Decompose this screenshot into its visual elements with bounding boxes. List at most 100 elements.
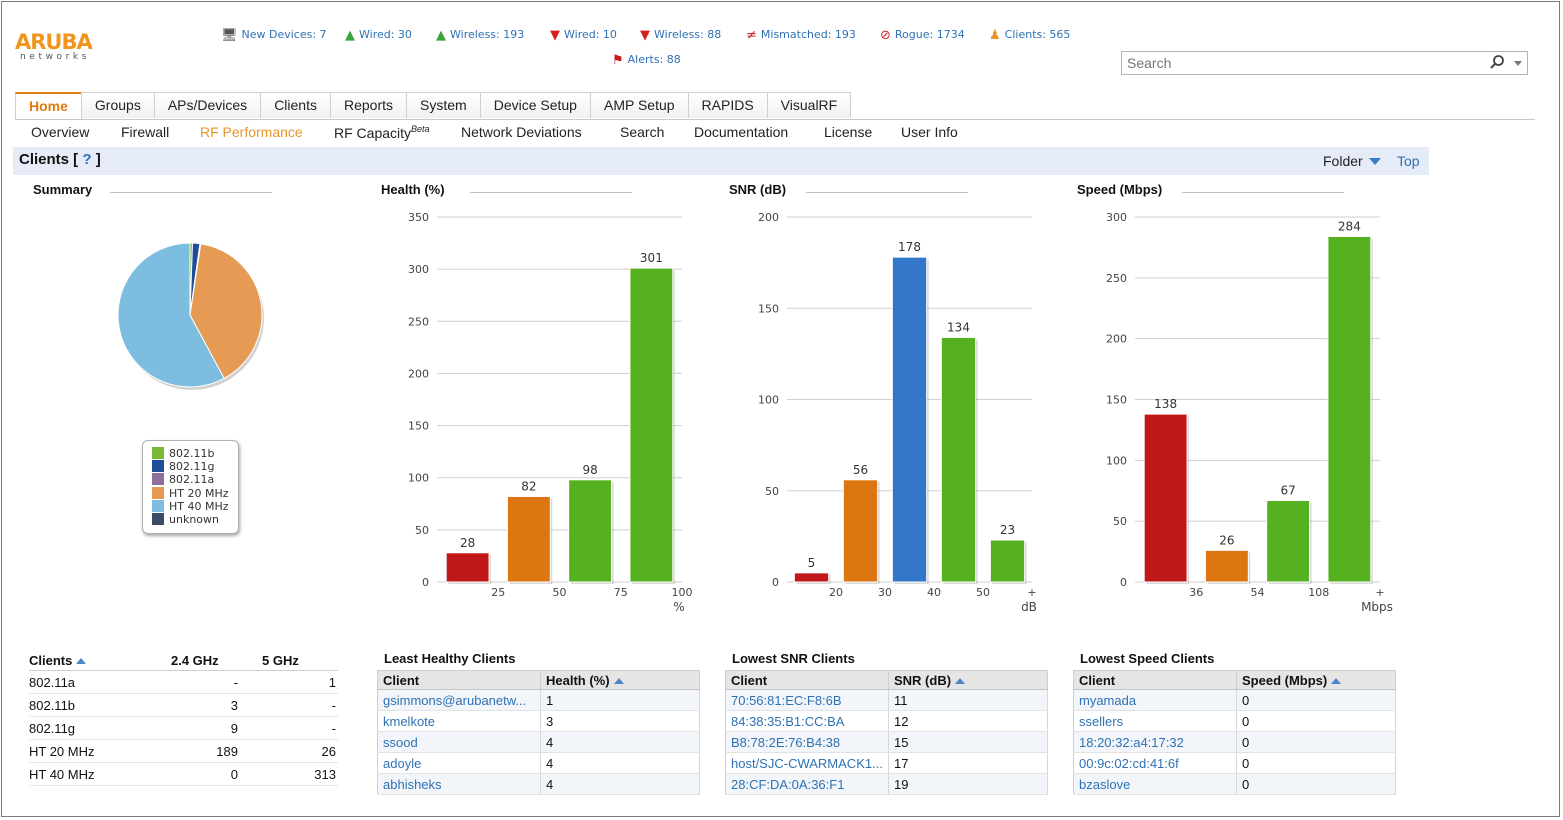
bar[interactable] xyxy=(989,539,1026,583)
table-row: 28:CF:DA:0A:36:F1 19 xyxy=(725,773,1048,795)
folder-selector[interactable]: Folder xyxy=(1323,153,1381,169)
status-counter[interactable]: ≠ Mismatched: 193 xyxy=(746,28,856,43)
subnav-license[interactable]: License xyxy=(824,124,872,140)
client-link[interactable]: bzaslove xyxy=(1073,773,1237,795)
client-link[interactable]: 28:CF:DA:0A:36:F1 xyxy=(725,773,889,795)
table-row: abhisheks 4 xyxy=(377,773,700,795)
metric-value: 15 xyxy=(888,731,1048,753)
least-healthy-table: Client Health (%) gsimmons@arubanetw... 1 km… xyxy=(377,670,700,795)
client-link[interactable]: ssood xyxy=(377,731,541,753)
pie-slice-ht-20-mhz[interactable] xyxy=(189,243,263,380)
status-counter[interactable]: ⊘ Rogue: 1734 xyxy=(880,28,965,43)
logo-sub-text: networks xyxy=(20,52,91,62)
subnav-network-deviations[interactable]: Network Deviations xyxy=(461,124,582,140)
lowest-snr-title: Lowest SNR Clients xyxy=(732,651,855,666)
tab-aps-devices[interactable]: APs/Devices xyxy=(153,92,262,118)
cell-5ghz: 1 xyxy=(241,670,338,694)
top-link[interactable]: Top xyxy=(1397,153,1420,169)
table-row: HT 40 MHz 0 313 xyxy=(29,762,338,786)
bar[interactable] xyxy=(1143,413,1188,583)
search-dropdown-icon[interactable] xyxy=(1514,61,1522,66)
status-counter[interactable]: ▲ Wireless: 193 xyxy=(436,28,524,43)
tab-clients[interactable]: Clients xyxy=(260,92,331,118)
col-header-client[interactable]: Client xyxy=(725,670,889,690)
bar[interactable] xyxy=(629,267,674,583)
bar[interactable] xyxy=(445,552,490,583)
col-header-client[interactable]: Client xyxy=(377,670,541,690)
tab-device-setup[interactable]: Device Setup xyxy=(479,92,591,118)
bar[interactable] xyxy=(940,336,977,583)
tab-rapids[interactable]: RAPIDS xyxy=(687,92,768,118)
client-link[interactable]: 70:56:81:EC:F8:6B xyxy=(725,689,889,711)
client-link[interactable]: kmelkote xyxy=(377,710,541,732)
bar-value-label: 284 xyxy=(1338,219,1361,233)
no-entry-icon: ⊘ xyxy=(880,28,891,43)
tab-home[interactable]: Home xyxy=(15,92,82,119)
subnav-search[interactable]: Search xyxy=(620,124,664,140)
status-counter[interactable]: ▼ Wired: 10 xyxy=(550,28,617,43)
y-tick-label: 200 xyxy=(1106,333,1127,346)
sort-asc-icon xyxy=(613,677,624,684)
table-row: 84:38:35:B1:CC:BA 12 xyxy=(725,710,1048,732)
client-link[interactable]: adoyle xyxy=(377,752,541,774)
client-link[interactable]: 84:38:35:B1:CC:BA xyxy=(725,710,889,732)
client-link[interactable]: 00:9c:02:cd:41:6f xyxy=(1073,752,1237,774)
bar[interactable] xyxy=(793,572,830,583)
client-link[interactable]: ssellers xyxy=(1073,710,1237,732)
col-header-metric[interactable]: Speed (Mbps) xyxy=(1236,670,1396,690)
search-icon[interactable] xyxy=(1489,54,1505,70)
alerts-counter[interactable]: ⚑ Alerts: 88 xyxy=(612,53,681,68)
metric-value: 1 xyxy=(540,689,700,711)
col-header-clients[interactable]: Clients xyxy=(29,650,171,671)
bar[interactable] xyxy=(1327,235,1372,583)
col-header-metric[interactable]: SNR (dB) xyxy=(888,670,1048,690)
subnav-overview[interactable]: Overview xyxy=(31,124,89,140)
status-counter[interactable]: ♟ Clients: 565 xyxy=(989,28,1070,43)
subnav-rf-performance[interactable]: RF Performance xyxy=(200,124,303,140)
subnav-user-info[interactable]: User Info xyxy=(901,124,958,140)
status-counter[interactable]: ▼ Wireless: 88 xyxy=(640,28,721,43)
status-counter[interactable]: 🖥 New Devices: 7 xyxy=(221,28,327,43)
divider xyxy=(110,192,272,193)
tab-system[interactable]: System xyxy=(406,92,481,118)
table-row: 70:56:81:EC:F8:6B 11 xyxy=(725,689,1048,711)
health-bar-chart: 0 50 100 150 200 250 300 350 28 82 98 301 25 50 75 100% xyxy=(408,211,693,614)
legend-item: HT 20 MHz xyxy=(152,486,229,500)
lowest-snr-table: Client SNR (dB) 70:56:81:EC:F8:6B 11 84:38:3… xyxy=(725,670,1048,795)
table-row: 802.11g 9- xyxy=(29,716,338,740)
client-link[interactable]: myamada xyxy=(1073,689,1237,711)
bar[interactable] xyxy=(506,495,551,583)
aruba-logo: ARUBA networks xyxy=(15,32,93,63)
subnav-label: Documentation xyxy=(694,124,789,140)
tab-reports[interactable]: Reports xyxy=(329,92,408,118)
subnav-documentation[interactable]: Documentation xyxy=(694,124,788,140)
status-counter-label: Wireless: 193 xyxy=(450,28,525,41)
col-header-metric[interactable]: Health (%) xyxy=(540,670,700,690)
client-link[interactable]: host/SJC-CWARMACK1... xyxy=(725,752,889,774)
help-link[interactable]: ? xyxy=(82,151,92,168)
cell-5ghz: 313 xyxy=(241,762,338,786)
subnav-firewall[interactable]: Firewall xyxy=(121,124,169,140)
tab-groups[interactable]: Groups xyxy=(80,92,155,118)
health-chart-title: Health (%) xyxy=(381,182,445,197)
col-header-client[interactable]: Client xyxy=(1073,670,1237,690)
lowest-speed-title: Lowest Speed Clients xyxy=(1080,651,1215,666)
bar[interactable] xyxy=(842,479,879,583)
bar[interactable] xyxy=(1266,499,1311,583)
tab-visualrf[interactable]: VisualRF xyxy=(766,92,852,118)
bar[interactable] xyxy=(568,479,613,583)
table-row: 802.11a -1 xyxy=(29,670,338,694)
pie-slice-ht-40-mhz[interactable] xyxy=(117,242,225,388)
client-link[interactable]: abhisheks xyxy=(377,773,541,795)
client-link[interactable]: B8:78:2E:76:B4:38 xyxy=(725,731,889,753)
client-link[interactable]: 18:20:32:a4:17:32 xyxy=(1073,731,1237,753)
status-counter[interactable]: ▲ Wired: 30 xyxy=(345,28,412,43)
subnav-rf-capacity[interactable]: RF CapacityBeta xyxy=(334,124,430,141)
summary-title: Summary xyxy=(33,182,93,197)
x-tick-label: 20 xyxy=(829,586,843,599)
bar[interactable] xyxy=(891,256,928,583)
search-input[interactable] xyxy=(1127,53,1477,73)
tab-amp-setup[interactable]: AMP Setup xyxy=(589,92,689,118)
client-link[interactable]: gsimmons@arubanetw... xyxy=(377,689,541,711)
bar[interactable] xyxy=(1204,549,1249,583)
